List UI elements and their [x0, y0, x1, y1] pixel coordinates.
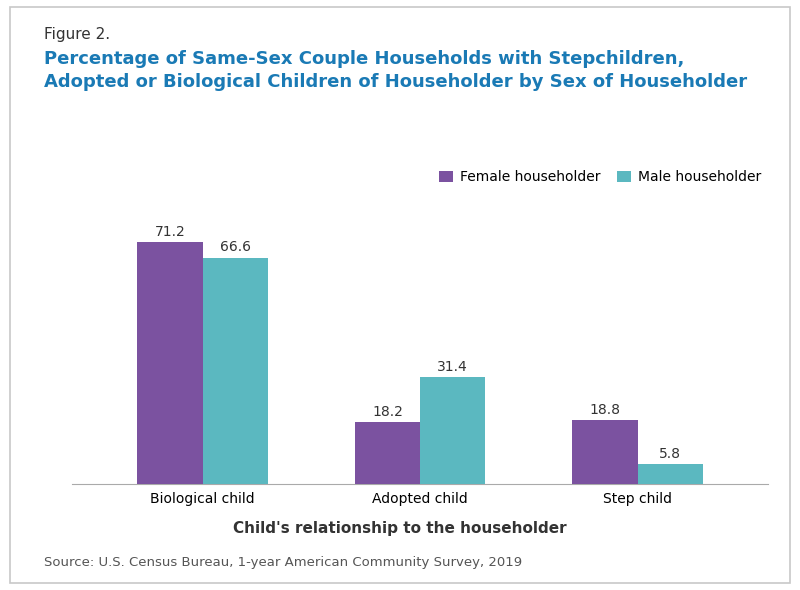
Text: 66.6: 66.6: [220, 241, 250, 254]
Text: Child's relationship to the householder: Child's relationship to the householder: [233, 520, 567, 536]
Bar: [202, 258, 268, 484]
Bar: [572, 420, 638, 484]
Text: Percentage of Same-Sex Couple Households with Stepchildren,
Adopted or Biologica: Percentage of Same-Sex Couple Households…: [44, 50, 747, 91]
Text: Source: U.S. Census Bureau, 1-year American Community Survey, 2019: Source: U.S. Census Bureau, 1-year Ameri…: [44, 556, 522, 569]
Text: 71.2: 71.2: [154, 225, 186, 239]
Legend: Female householder, Male householder: Female householder, Male householder: [439, 171, 761, 185]
Bar: [638, 464, 702, 484]
Bar: [138, 242, 202, 484]
Bar: [354, 422, 420, 484]
Text: 18.8: 18.8: [590, 402, 620, 417]
Text: 31.4: 31.4: [438, 360, 468, 374]
Text: Figure 2.: Figure 2.: [44, 27, 110, 41]
Text: 18.2: 18.2: [372, 405, 403, 419]
Bar: [420, 377, 486, 484]
Text: 5.8: 5.8: [659, 447, 681, 461]
